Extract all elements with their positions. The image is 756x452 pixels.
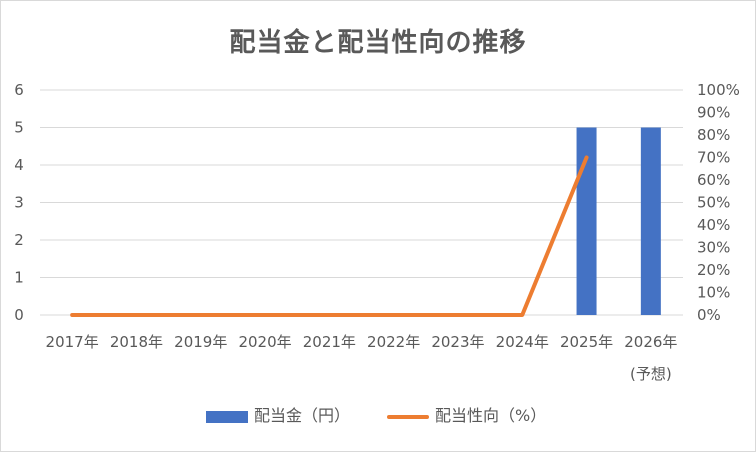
x-tick-label: 2019年	[174, 333, 227, 351]
legend-label-payout-ratio: 配当性向（%）	[435, 406, 547, 425]
line-series	[70, 155, 589, 317]
y-left-tick-label: 3	[14, 194, 24, 212]
legend: 配当金（円） 配当性向（%）	[0, 404, 756, 428]
y-right-tick-label: 40%	[697, 216, 730, 234]
x-tick-label: 2024年	[496, 333, 549, 351]
legend-item-payout-ratio: 配当性向（%）	[387, 404, 546, 428]
x-tick-label: 2026年	[624, 333, 677, 351]
y-right-tick-label: 80%	[697, 126, 730, 144]
y-left-tick-label: 4	[14, 156, 24, 174]
y-right-tick-label: 60%	[697, 171, 730, 189]
legend-swatch-bar	[206, 410, 248, 423]
x-tick-label: 2021年	[303, 333, 356, 351]
y-left-tick-label: 5	[14, 119, 24, 137]
x-tick-label: 2023年	[431, 333, 484, 351]
x-tick-sublabel: (予想)	[630, 365, 672, 383]
y-left-tick-label: 2	[14, 231, 24, 249]
y-right-tick-label: 50%	[697, 194, 730, 212]
y-right-tick-label: 70%	[697, 149, 730, 167]
x-tick-label: 2025年	[560, 333, 613, 351]
y-right-tick-label: 10%	[697, 284, 730, 302]
y-left-tick-label: 1	[14, 269, 24, 287]
x-tick-label: 2018年	[110, 333, 163, 351]
x-tick-label: 2020年	[238, 333, 291, 351]
y-right-tick-label: 90%	[697, 104, 730, 122]
y-right-tick-label: 20%	[697, 261, 730, 279]
series-line	[70, 155, 589, 317]
x-tick-label: 2022年	[367, 333, 420, 351]
y-right-tick-label: 0%	[697, 306, 721, 324]
bar-series	[576, 127, 661, 315]
y-right-tick-label: 30%	[697, 239, 730, 257]
chart-title: 配当金と配当性向の推移	[229, 28, 527, 58]
y-right-tick-label: 100%	[697, 81, 740, 99]
x-axis: 2017年 2018年 2019年 2020年 2021年 2022年 2023年 2024年…	[46, 333, 678, 383]
bar	[640, 127, 661, 315]
legend-swatch-line	[387, 414, 429, 419]
legend-item-dividend: 配当金（円）	[206, 404, 350, 428]
y-axis-left: 0 1 2 3 4 5 6	[14, 81, 24, 324]
gridlines	[40, 89, 683, 316]
y-left-tick-label: 0	[14, 306, 24, 324]
y-axis-right: 0% 10% 20% 30% 40% 50% 60% 70% 80% 90% 100%	[697, 81, 740, 324]
y-left-tick-label: 6	[14, 81, 24, 99]
legend-label-dividend: 配当金（円）	[254, 406, 351, 425]
x-tick-label: 2017年	[46, 333, 99, 351]
